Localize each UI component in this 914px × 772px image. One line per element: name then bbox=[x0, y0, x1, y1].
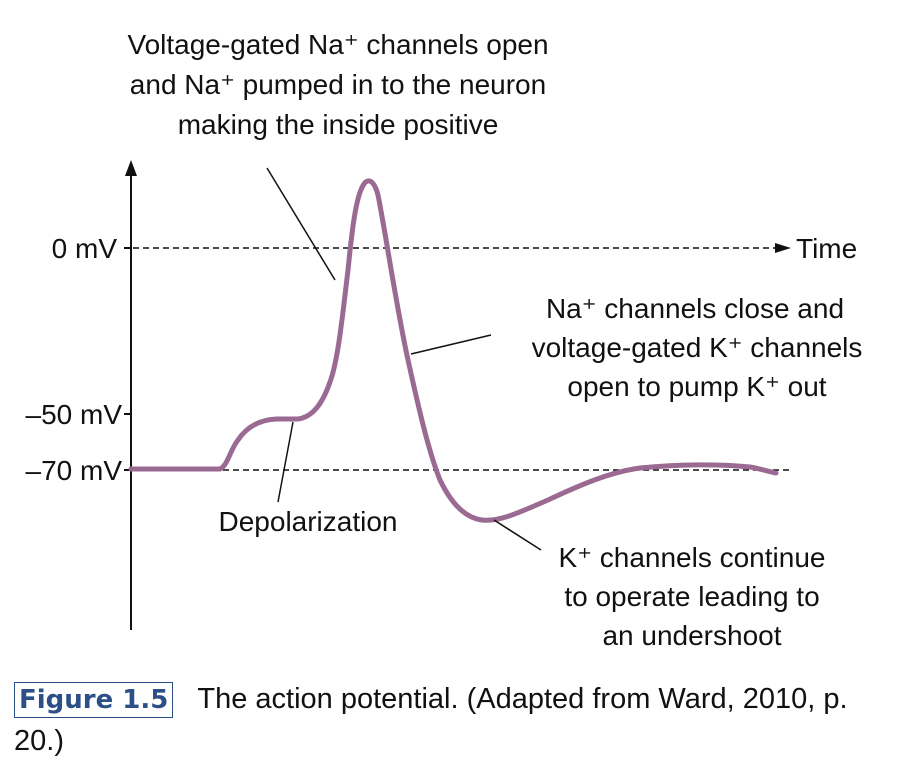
y-label-minus70mv: –70 mV bbox=[26, 455, 123, 486]
annotation-undershoot-line-1: K⁺ channels continue bbox=[559, 542, 826, 573]
leader-line-undershoot bbox=[493, 519, 542, 551]
x-label-time: Time bbox=[796, 233, 857, 264]
annotation-undershoot-line-3: an undershoot bbox=[602, 620, 781, 651]
annotation-na-open-line-2: and Na⁺ pumped in to the neuron bbox=[130, 69, 546, 100]
figure-caption: Figure 1.5 The action potential. (Adapted… bbox=[14, 678, 894, 762]
caption-text: The action potential. (Adapted from Ward… bbox=[14, 683, 848, 757]
leader-line-na-open bbox=[266, 167, 336, 281]
annotation-na-close-line-3: open to pump K⁺ out bbox=[567, 371, 826, 402]
action-potential-curve bbox=[128, 178, 779, 523]
annotation-na-close-line-1: Na⁺ channels close and bbox=[546, 293, 844, 324]
annotation-undershoot-line-2: to operate leading to bbox=[564, 581, 819, 612]
figure-number: Figure 1.5 bbox=[14, 682, 174, 718]
y-label-minus50mv: –50 mV bbox=[26, 399, 123, 430]
annotation-na-close-line-2: voltage-gated K⁺ channels bbox=[532, 332, 863, 363]
annotation-na-open-line-1: Voltage-gated Na⁺ channels open bbox=[127, 29, 548, 60]
y-label-0mv: 0 mV bbox=[52, 233, 118, 264]
annotation-depolarization: Depolarization bbox=[219, 506, 398, 537]
y-axis-arrowhead bbox=[125, 160, 137, 176]
leader-line-depolarization bbox=[277, 421, 294, 503]
annotation-na-open-line-3: making the inside positive bbox=[178, 109, 499, 140]
leader-line-na-close bbox=[410, 334, 492, 355]
time-axis-arrowhead bbox=[775, 243, 791, 253]
